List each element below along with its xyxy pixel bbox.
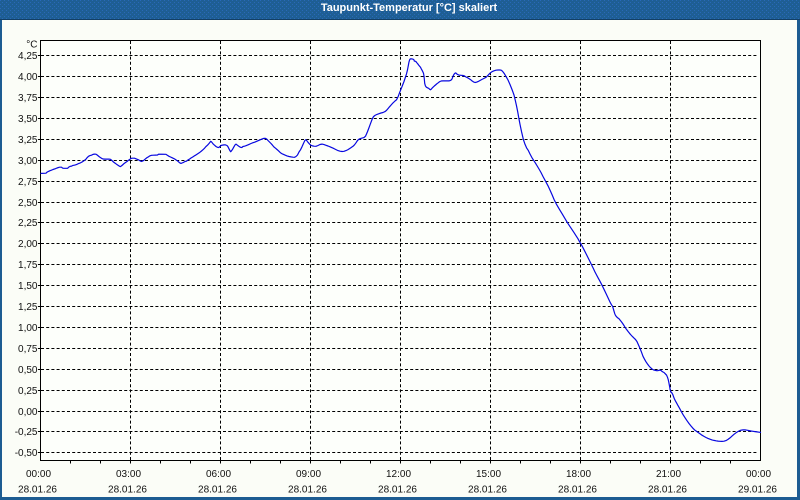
- svg-text:15:00: 15:00: [476, 469, 501, 480]
- svg-text:2,25: 2,25: [18, 218, 38, 229]
- svg-text:28.01.26: 28.01.26: [468, 485, 507, 496]
- svg-text:28.01.26: 28.01.26: [108, 485, 147, 496]
- svg-text:4,25: 4,25: [18, 51, 38, 62]
- svg-text:0,75: 0,75: [18, 344, 38, 355]
- svg-text:3,75: 3,75: [18, 93, 38, 104]
- svg-text:4,00: 4,00: [18, 72, 38, 83]
- svg-text:28.01.26: 28.01.26: [198, 485, 237, 496]
- svg-text:28.01.26: 28.01.26: [558, 485, 597, 496]
- svg-text:3,00: 3,00: [18, 156, 38, 167]
- svg-text:28.01.26: 28.01.26: [18, 485, 57, 496]
- svg-text:1,75: 1,75: [18, 260, 38, 271]
- svg-text:3,25: 3,25: [18, 135, 38, 146]
- svg-text:1,25: 1,25: [18, 302, 38, 313]
- svg-text:09:00: 09:00: [296, 469, 321, 480]
- svg-text:03:00: 03:00: [116, 469, 141, 480]
- svg-text:1,00: 1,00: [18, 323, 38, 334]
- svg-text:29.01.26: 29.01.26: [738, 485, 777, 496]
- svg-text:06:00: 06:00: [206, 469, 231, 480]
- svg-text:2,75: 2,75: [18, 177, 38, 188]
- svg-text:18:00: 18:00: [566, 469, 591, 480]
- svg-text:°C: °C: [26, 40, 37, 51]
- svg-text:3,50: 3,50: [18, 114, 38, 125]
- svg-text:2,00: 2,00: [18, 239, 38, 250]
- svg-text:12:00: 12:00: [386, 469, 411, 480]
- svg-text:0,50: 0,50: [18, 365, 38, 376]
- svg-text:00:00: 00:00: [746, 469, 771, 480]
- svg-text:21:00: 21:00: [656, 469, 681, 480]
- svg-text:28.01.26: 28.01.26: [648, 485, 687, 496]
- svg-text:2,50: 2,50: [18, 198, 38, 209]
- svg-text:-0,25: -0,25: [15, 427, 38, 438]
- svg-text:28.01.26: 28.01.26: [288, 485, 327, 496]
- svg-text:0,25: 0,25: [18, 386, 38, 397]
- svg-text:-0,50: -0,50: [15, 448, 38, 459]
- svg-text:00:00: 00:00: [26, 469, 51, 480]
- svg-text:1,50: 1,50: [18, 281, 38, 292]
- svg-text:0,00: 0,00: [18, 407, 38, 418]
- svg-text:28.01.26: 28.01.26: [378, 485, 417, 496]
